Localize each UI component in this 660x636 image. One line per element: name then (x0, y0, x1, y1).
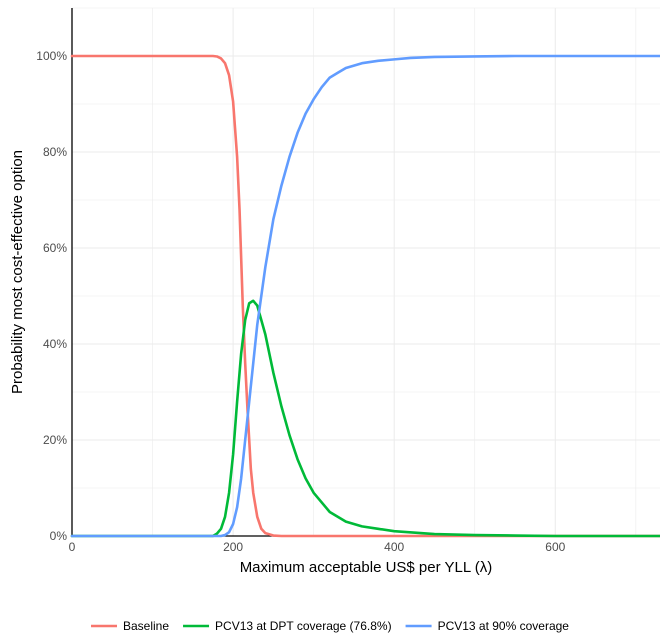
legend-label: Baseline (123, 619, 169, 633)
y-tick-label: 100% (36, 49, 67, 63)
y-tick-label: 60% (43, 241, 67, 255)
legend-item: Baseline (91, 619, 169, 633)
legend-item: PCV13 at 90% coverage (405, 619, 570, 633)
y-tick-label: 40% (43, 337, 67, 351)
x-tick-label: 600 (545, 540, 565, 554)
y-axis-title: Probability most cost-effective option (9, 150, 26, 394)
tick-labels: 0 200 400 600 0% 20% 40% 60% 80% 100% (36, 49, 565, 554)
x-tick-label: 0 (69, 540, 76, 554)
legend-label: PCV13 at DPT coverage (76.8%) (215, 619, 392, 633)
y-tick-label: 0% (50, 529, 68, 543)
y-tick-label: 20% (43, 433, 67, 447)
x-tick-label: 200 (223, 540, 243, 554)
legend-label: PCV13 at 90% coverage (438, 619, 570, 633)
y-tick-label: 80% (43, 145, 67, 159)
series-lines (70, 54, 660, 538)
x-tick-label: 400 (384, 540, 404, 554)
x-axis-title: Maximum acceptable US$ per YLL (λ) (240, 559, 493, 576)
axes (71, 8, 660, 537)
series-line-3 (70, 54, 660, 538)
legend-item: PCV13 at DPT coverage (76.8%) (183, 619, 392, 633)
legend: Baseline PCV13 at DPT coverage (76.8%) PCV… (91, 619, 569, 633)
series-line-1 (70, 54, 660, 538)
grid-lines (72, 7, 660, 536)
series-line-2 (70, 299, 660, 538)
